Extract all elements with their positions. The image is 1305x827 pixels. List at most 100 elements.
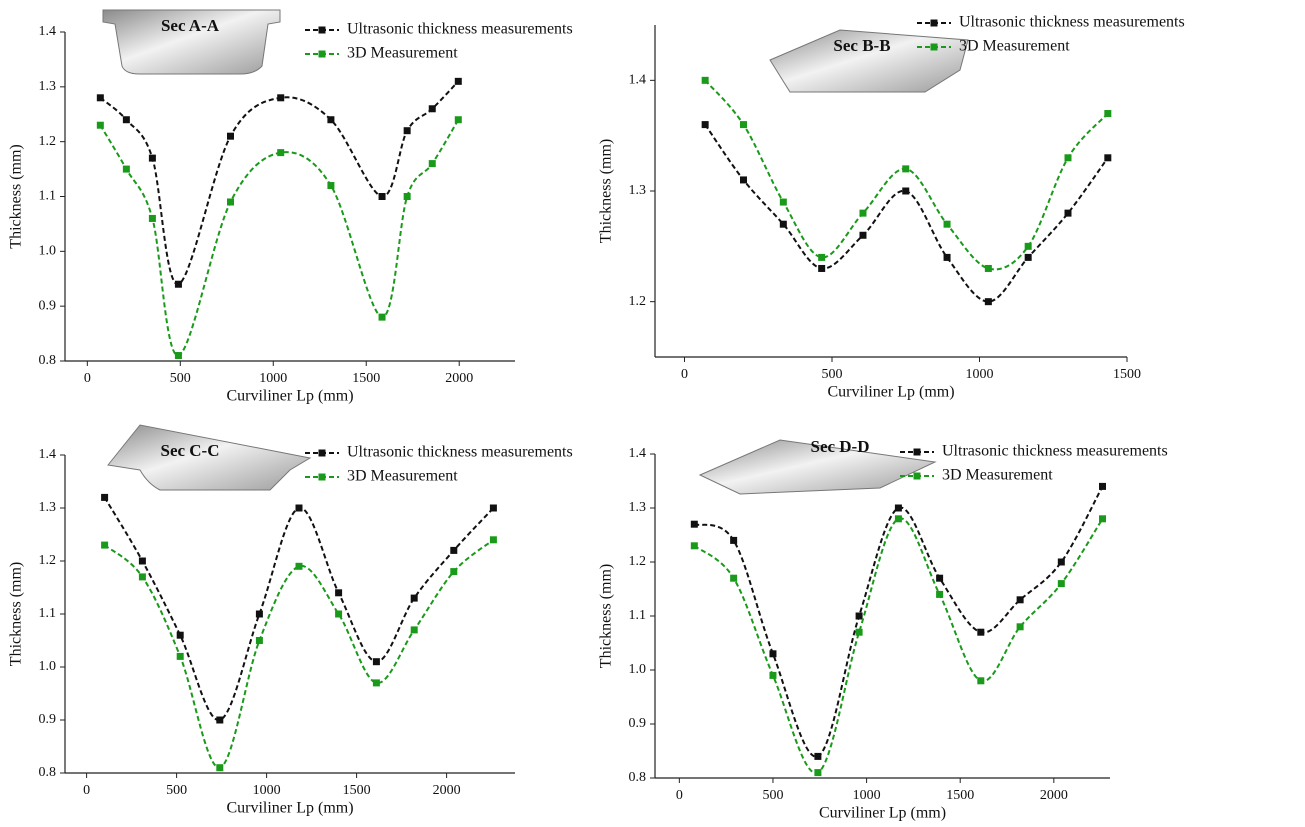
- y-tick-label: 1.0: [39, 244, 57, 259]
- series-line: [105, 497, 494, 720]
- inset-label: Sec C-C: [160, 441, 219, 460]
- legend-label: Ultrasonic thickness measurements: [959, 14, 1185, 31]
- series-line: [100, 81, 458, 284]
- y-tick-label: 1.4: [629, 73, 647, 88]
- data-point: [944, 254, 951, 261]
- data-point: [101, 542, 108, 549]
- x-axis-label: Curviliner Lp (mm): [226, 388, 353, 405]
- data-point: [149, 215, 156, 222]
- data-point: [902, 165, 909, 172]
- legend-label: Ultrasonic thickness measurements: [942, 443, 1168, 460]
- x-axis-label: Curviliner Lp (mm): [819, 805, 946, 822]
- y-tick-label: 1.2: [629, 294, 647, 309]
- data-point: [902, 188, 909, 195]
- data-point: [490, 536, 497, 543]
- x-tick-label: 0: [676, 788, 683, 803]
- data-point: [895, 515, 902, 522]
- data-point: [936, 591, 943, 598]
- legend-marker: [914, 449, 921, 456]
- y-axis-label: Thickness (mm): [8, 144, 25, 248]
- data-point: [1017, 623, 1024, 630]
- legend-label: 3D Measurement: [347, 45, 458, 62]
- x-tick-label: 500: [166, 783, 187, 798]
- x-tick-label: 1000: [966, 367, 994, 382]
- series-line: [105, 540, 494, 768]
- data-point: [769, 650, 776, 657]
- data-point: [97, 94, 104, 101]
- y-tick-label: 1.3: [629, 500, 647, 515]
- data-point: [450, 568, 457, 575]
- x-axis-label: Curviliner Lp (mm): [226, 800, 353, 817]
- y-tick-label: 0.8: [39, 765, 57, 780]
- data-point: [740, 176, 747, 183]
- x-tick-label: 1000: [253, 783, 281, 798]
- data-point: [1104, 110, 1111, 117]
- x-tick-label: 2000: [1040, 788, 1068, 803]
- data-point: [256, 637, 263, 644]
- data-point: [277, 149, 284, 156]
- series-line: [705, 125, 1108, 302]
- legend-label: 3D Measurement: [959, 38, 1070, 55]
- data-point: [404, 193, 411, 200]
- data-point: [740, 121, 747, 128]
- data-point: [411, 595, 418, 602]
- data-point: [702, 121, 709, 128]
- data-point: [730, 537, 737, 544]
- data-point: [856, 613, 863, 620]
- x-tick-label: 1500: [343, 783, 371, 798]
- legend-label: 3D Measurement: [347, 468, 458, 485]
- data-point: [175, 281, 182, 288]
- y-tick-label: 1.2: [39, 553, 57, 568]
- data-point: [177, 632, 184, 639]
- inset-label: Sec B-B: [833, 36, 890, 55]
- chart-panel: 0.80.91.01.11.21.31.40500100015002000Cur…: [8, 16, 573, 405]
- x-tick-label: 1000: [259, 371, 287, 386]
- data-point: [216, 717, 223, 724]
- data-point: [227, 133, 234, 140]
- data-point: [450, 547, 457, 554]
- x-tick-label: 1000: [853, 788, 881, 803]
- data-point: [335, 589, 342, 596]
- data-point: [256, 611, 263, 618]
- data-point: [1025, 243, 1032, 250]
- x-tick-label: 0: [681, 367, 688, 382]
- data-point: [216, 764, 223, 771]
- data-point: [177, 653, 184, 660]
- inset-label: Sec D-D: [810, 437, 869, 456]
- data-point: [139, 558, 146, 565]
- data-point: [944, 221, 951, 228]
- y-tick-label: 1.3: [39, 79, 57, 94]
- data-point: [859, 210, 866, 217]
- series-line: [694, 486, 1102, 756]
- data-point: [702, 77, 709, 84]
- data-point: [1017, 596, 1024, 603]
- y-tick-label: 0.9: [39, 712, 57, 727]
- data-point: [936, 575, 943, 582]
- data-point: [379, 314, 386, 321]
- data-point: [818, 265, 825, 272]
- y-tick-label: 1.1: [39, 606, 57, 621]
- data-point: [780, 221, 787, 228]
- data-point: [411, 626, 418, 633]
- data-point: [769, 672, 776, 679]
- data-point: [856, 629, 863, 636]
- data-point: [859, 232, 866, 239]
- data-point: [327, 116, 334, 123]
- data-point: [429, 105, 436, 112]
- data-point: [814, 769, 821, 776]
- legend-marker: [931, 20, 938, 27]
- inset-images: [103, 10, 968, 494]
- data-point: [1058, 559, 1065, 566]
- data-point: [1065, 154, 1072, 161]
- x-tick-label: 1500: [1113, 367, 1141, 382]
- y-tick-label: 0.9: [39, 298, 57, 313]
- y-tick-label: 1.2: [629, 554, 647, 569]
- data-point: [1025, 254, 1032, 261]
- y-tick-label: 1.4: [39, 24, 57, 39]
- inset-label: Sec A-A: [161, 16, 220, 35]
- x-tick-label: 2000: [445, 371, 473, 386]
- data-point: [123, 116, 130, 123]
- data-point: [1058, 580, 1065, 587]
- data-point: [139, 573, 146, 580]
